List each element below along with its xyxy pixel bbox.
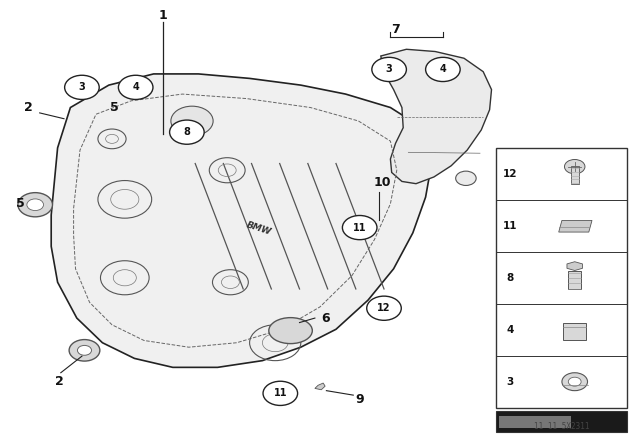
Circle shape xyxy=(372,57,406,82)
Circle shape xyxy=(342,215,377,240)
Text: 9: 9 xyxy=(355,393,364,406)
Polygon shape xyxy=(315,383,325,390)
Circle shape xyxy=(77,345,92,355)
Text: 8: 8 xyxy=(184,127,190,137)
Text: 4: 4 xyxy=(132,82,139,92)
Polygon shape xyxy=(51,74,432,367)
Text: 7: 7 xyxy=(391,22,400,36)
Text: BMW: BMW xyxy=(246,220,273,237)
Text: 6: 6 xyxy=(321,311,330,325)
Text: 11: 11 xyxy=(503,221,517,231)
Polygon shape xyxy=(559,220,592,232)
Circle shape xyxy=(456,171,476,185)
Circle shape xyxy=(568,377,581,386)
Circle shape xyxy=(367,296,401,320)
Circle shape xyxy=(69,340,100,361)
Text: 5: 5 xyxy=(16,197,25,211)
Circle shape xyxy=(562,373,588,391)
Bar xyxy=(568,271,581,289)
Bar xyxy=(496,148,627,408)
Text: 11: 11 xyxy=(353,223,367,233)
Text: 8: 8 xyxy=(506,273,514,283)
Bar xyxy=(571,166,579,184)
Polygon shape xyxy=(381,49,492,184)
Text: 2: 2 xyxy=(24,101,33,114)
Text: 3: 3 xyxy=(79,82,85,92)
Text: 4: 4 xyxy=(506,325,514,335)
Text: 10: 10 xyxy=(374,176,392,190)
Text: 12: 12 xyxy=(377,303,391,313)
Circle shape xyxy=(170,120,204,144)
Circle shape xyxy=(18,193,52,217)
Circle shape xyxy=(65,75,99,99)
Circle shape xyxy=(426,57,460,82)
Polygon shape xyxy=(285,390,296,398)
Text: 11 11 5X2311: 11 11 5X2311 xyxy=(534,422,589,431)
Text: 5: 5 xyxy=(109,101,118,114)
Circle shape xyxy=(118,75,153,99)
Text: 1: 1 xyxy=(159,9,168,22)
Bar xyxy=(496,411,627,432)
Text: 2: 2 xyxy=(54,375,63,388)
Bar xyxy=(499,416,572,428)
Bar xyxy=(563,323,586,340)
Circle shape xyxy=(27,199,44,211)
Circle shape xyxy=(564,159,585,174)
Circle shape xyxy=(263,381,298,405)
Text: 12: 12 xyxy=(503,169,517,179)
Circle shape xyxy=(171,106,213,136)
Text: 3: 3 xyxy=(386,65,392,74)
Polygon shape xyxy=(365,225,376,233)
Text: 3: 3 xyxy=(506,377,514,387)
Ellipse shape xyxy=(269,318,312,344)
Text: 4: 4 xyxy=(440,65,446,74)
Polygon shape xyxy=(567,262,582,271)
Text: 11: 11 xyxy=(273,388,287,398)
